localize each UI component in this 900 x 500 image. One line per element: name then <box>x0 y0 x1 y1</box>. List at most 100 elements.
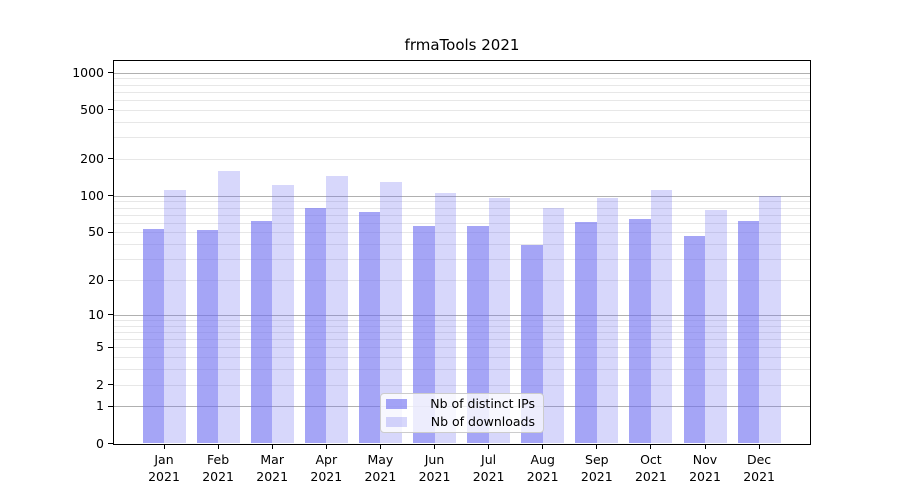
y-tick-label: 1 <box>96 398 104 414</box>
gridline-minor <box>114 259 810 261</box>
x-tick-label: Jul 2021 <box>472 452 505 484</box>
x-tick-mark <box>758 444 760 449</box>
y-tick-mark <box>107 158 114 160</box>
legend-label-distinct-ips: Nb of distinct IPs <box>430 396 535 411</box>
x-tick-label: Aug 2021 <box>526 452 559 484</box>
y-tick-mark <box>107 109 114 111</box>
gridline-minor <box>114 100 810 102</box>
bar-downloads <box>434 193 456 444</box>
gridline-minor <box>114 222 810 224</box>
legend-swatch-downloads-icon <box>386 417 407 427</box>
bar-distinct-ips <box>629 218 651 444</box>
gridline-minor <box>114 109 810 111</box>
y-tick-label: 2 <box>96 376 104 392</box>
bar-distinct-ips <box>358 212 381 444</box>
bar-downloads <box>380 181 402 444</box>
x-tick-label: Apr 2021 <box>310 452 343 484</box>
bar-distinct-ips <box>737 221 760 444</box>
y-tick-label: 20 <box>88 272 104 288</box>
y-tick-label: 100 <box>80 187 104 203</box>
bar-distinct-ips <box>413 225 435 444</box>
legend-item-downloads: Nb of downloads <box>386 413 535 431</box>
y-tick-label: 5 <box>96 339 104 355</box>
bar-downloads <box>488 197 511 444</box>
bar-downloads <box>218 171 240 444</box>
x-tick-label: May 2021 <box>364 452 397 484</box>
gridline-major <box>114 314 810 316</box>
x-tick-label: Feb 2021 <box>202 452 234 484</box>
gridline-minor <box>114 78 810 80</box>
y-tick-label: 500 <box>80 101 104 117</box>
x-tick-mark <box>379 444 381 449</box>
bar-downloads <box>164 189 186 444</box>
x-tick-mark <box>596 444 598 449</box>
gridline-minor <box>114 331 810 333</box>
plot-area <box>113 59 811 445</box>
y-tick-mark <box>107 314 114 316</box>
chart-title: frmaTools 2021 <box>404 36 520 54</box>
y-tick-label: 0 <box>96 435 104 451</box>
bar-downloads <box>542 208 565 444</box>
gridline-minor <box>114 207 810 209</box>
gridline-minor <box>114 384 810 386</box>
x-tick-label: Oct 2021 <box>634 452 667 484</box>
bar-distinct-ips <box>304 208 327 444</box>
bar-distinct-ips <box>142 229 164 444</box>
gridline-minor <box>114 319 810 321</box>
legend-item-distinct-ips: Nb of distinct IPs <box>386 395 535 413</box>
bar-distinct-ips <box>196 230 219 444</box>
x-tick-label: Jan 2021 <box>148 452 180 484</box>
gridline-minor <box>114 244 810 246</box>
x-tick-label: Dec 2021 <box>743 452 775 484</box>
x-tick-mark <box>271 444 273 449</box>
legend-swatch-distinct-ips-icon <box>386 399 407 409</box>
gridline-minor <box>114 357 810 359</box>
x-tick-label: Sep 2021 <box>580 452 613 484</box>
gridline-minor <box>114 201 810 203</box>
y-tick-mark <box>107 279 114 281</box>
x-tick-mark <box>217 444 219 449</box>
x-tick-mark <box>542 444 544 449</box>
bar-downloads <box>596 198 619 444</box>
y-tick-label: 1000 <box>72 64 104 80</box>
gridline-minor <box>114 158 810 160</box>
bar-downloads <box>759 195 781 444</box>
bar-downloads <box>326 176 348 444</box>
y-tick-label: 200 <box>80 150 104 166</box>
x-tick-mark <box>434 444 435 449</box>
bar-distinct-ips <box>575 221 597 444</box>
y-tick-mark <box>107 384 114 386</box>
gridline-major <box>114 195 810 197</box>
gridline-minor <box>114 214 810 216</box>
y-tick-mark <box>107 443 114 444</box>
y-tick-mark <box>107 231 114 233</box>
x-tick-label: Jun 2021 <box>418 452 451 484</box>
bar-downloads <box>272 184 294 444</box>
y-tick-mark <box>107 346 114 348</box>
x-tick-mark <box>325 444 327 449</box>
gridline-minor <box>114 232 810 234</box>
y-tick-mark <box>107 72 114 74</box>
bar-downloads <box>650 190 673 444</box>
gridline-minor <box>114 325 810 327</box>
x-tick-label: Nov 2021 <box>689 452 721 484</box>
gridline-minor <box>114 339 810 341</box>
x-tick-mark <box>163 444 165 449</box>
gridline-minor <box>114 280 810 282</box>
legend: Nb of distinct IPs Nb of downloads <box>380 393 544 433</box>
x-tick-mark <box>650 444 652 449</box>
x-tick-mark <box>488 444 490 449</box>
x-tick-mark <box>704 444 706 449</box>
gridline-minor <box>114 137 810 139</box>
bar-distinct-ips <box>250 221 273 444</box>
legend-label-downloads: Nb of downloads <box>430 414 535 429</box>
gridline-major <box>114 72 810 74</box>
y-tick-mark <box>107 405 114 407</box>
gridline-minor <box>114 91 810 93</box>
gridline-minor <box>114 84 810 86</box>
y-tick-label: 10 <box>88 306 104 322</box>
gridline-minor <box>114 121 810 123</box>
gridline-minor <box>114 369 810 371</box>
gridline-minor <box>114 347 810 349</box>
